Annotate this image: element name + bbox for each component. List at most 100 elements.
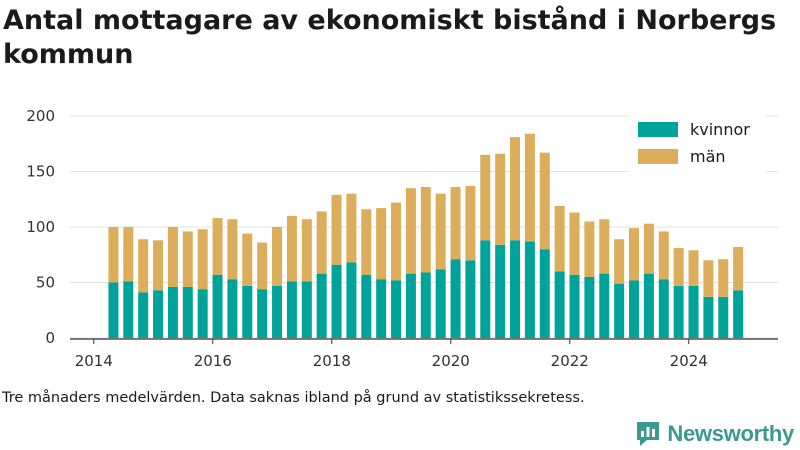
- bar-kvinnor: [272, 285, 283, 338]
- bar-kvinnor: [123, 281, 134, 338]
- bar-man: [495, 153, 506, 245]
- bar-man: [286, 215, 297, 282]
- bars: [108, 133, 744, 338]
- bar-kvinnor: [584, 276, 595, 338]
- bar-man: [227, 219, 238, 280]
- bar-man: [376, 208, 387, 280]
- bar-kvinnor: [658, 279, 669, 338]
- bar-kvinnor: [435, 269, 446, 338]
- bar-man: [435, 193, 446, 270]
- bar-kvinnor: [510, 240, 521, 338]
- bar-man: [108, 227, 119, 283]
- bar-kvinnor: [212, 274, 223, 338]
- bar-man: [153, 240, 164, 291]
- bar-kvinnor: [673, 285, 684, 338]
- bar-man: [138, 239, 149, 293]
- x-tick-label: 2024: [670, 352, 708, 370]
- bar-kvinnor: [138, 292, 149, 338]
- bar-kvinnor: [391, 280, 402, 338]
- y-tick-label: 150: [26, 163, 55, 181]
- bar-man: [242, 233, 253, 286]
- bar-man: [614, 239, 625, 284]
- bar-kvinnor: [524, 241, 535, 338]
- bar-man: [554, 205, 565, 272]
- bar-kvinnor: [331, 264, 342, 338]
- bar-kvinnor: [450, 259, 461, 338]
- bar-kvinnor: [629, 280, 640, 338]
- bar-kvinnor: [242, 285, 253, 338]
- bar-man: [167, 227, 178, 287]
- bar-man: [480, 154, 491, 241]
- bar-kvinnor: [257, 289, 268, 338]
- bar-kvinnor: [346, 262, 357, 338]
- bar-man: [405, 188, 416, 274]
- bar-kvinnor: [316, 273, 327, 338]
- x-tick-label: 2014: [75, 352, 113, 370]
- bar-kvinnor: [643, 273, 654, 338]
- chart: 2014 2016 2018 2020 2022 2024 0 50 100 150 200 kv…: [26, 107, 778, 370]
- bar-kvinnor: [569, 274, 580, 338]
- bar-man: [703, 260, 714, 297]
- bar-man: [450, 187, 461, 260]
- bar-man: [643, 223, 654, 274]
- bar-man: [688, 250, 699, 286]
- bar-kvinnor: [599, 273, 610, 338]
- brand: Newsworthy: [635, 420, 794, 448]
- bar-kvinnor: [301, 281, 312, 338]
- x-tick-label: 2018: [313, 352, 351, 370]
- bar-man: [584, 221, 595, 277]
- y-tick-label: 200: [26, 107, 55, 125]
- bar-man: [658, 231, 669, 280]
- bar-man: [539, 152, 550, 250]
- legend-label: kvinnor: [690, 120, 750, 139]
- bar-man: [510, 137, 521, 241]
- bar-kvinnor: [688, 285, 699, 338]
- brand-name: Newsworthy: [667, 421, 794, 446]
- x-tick-label: 2020: [432, 352, 470, 370]
- legend: kvinnor män: [628, 114, 766, 172]
- bar-man: [301, 219, 312, 282]
- bar-man: [673, 248, 684, 286]
- x-axis: 2014 2016 2018 2020 2022 2024: [70, 338, 778, 370]
- bar-man: [420, 187, 431, 273]
- bar-man: [197, 229, 208, 290]
- bar-man: [629, 228, 640, 281]
- bar-man: [733, 246, 744, 291]
- bar-kvinnor: [703, 296, 714, 338]
- bar-man: [212, 218, 223, 275]
- x-tick-label: 2022: [551, 352, 589, 370]
- bar-man: [123, 227, 134, 282]
- bar-kvinnor: [718, 296, 729, 338]
- bar-kvinnor: [420, 272, 431, 338]
- bar-kvinnor: [197, 289, 208, 338]
- bar-man: [316, 211, 327, 274]
- bar-kvinnor: [182, 286, 193, 338]
- bar-man: [465, 185, 476, 261]
- bar-kvinnor: [495, 244, 506, 338]
- bar-kvinnor: [286, 281, 297, 338]
- bar-kvinnor: [153, 290, 164, 338]
- bar-kvinnor: [554, 271, 565, 338]
- bar-kvinnor: [465, 260, 476, 338]
- bar-kvinnor: [733, 290, 744, 338]
- bar-man: [599, 219, 610, 274]
- bar-man: [257, 242, 268, 290]
- bar-kvinnor: [539, 249, 550, 338]
- bar-man: [361, 209, 372, 275]
- y-axis: 0 50 100 150 200: [26, 107, 55, 347]
- bar-kvinnor: [227, 279, 238, 338]
- bar-man: [182, 231, 193, 287]
- bar-kvinnor: [614, 283, 625, 338]
- bar-kvinnor: [167, 286, 178, 338]
- legend-swatch: [638, 122, 678, 137]
- x-tick-label: 2016: [194, 352, 232, 370]
- y-tick-label: 100: [26, 218, 55, 236]
- bar-man: [391, 202, 402, 281]
- y-tick-label: 0: [45, 329, 55, 347]
- newsworthy-logo-icon: [637, 422, 660, 446]
- bar-man: [272, 227, 283, 286]
- chart-title: Antal mottagare av ekonomiskt bistånd i …: [3, 5, 777, 70]
- chart-caption: Tre månaders medelvärden. Data saknas ib…: [2, 390, 585, 406]
- bar-kvinnor: [376, 279, 387, 338]
- bar-man: [331, 194, 342, 265]
